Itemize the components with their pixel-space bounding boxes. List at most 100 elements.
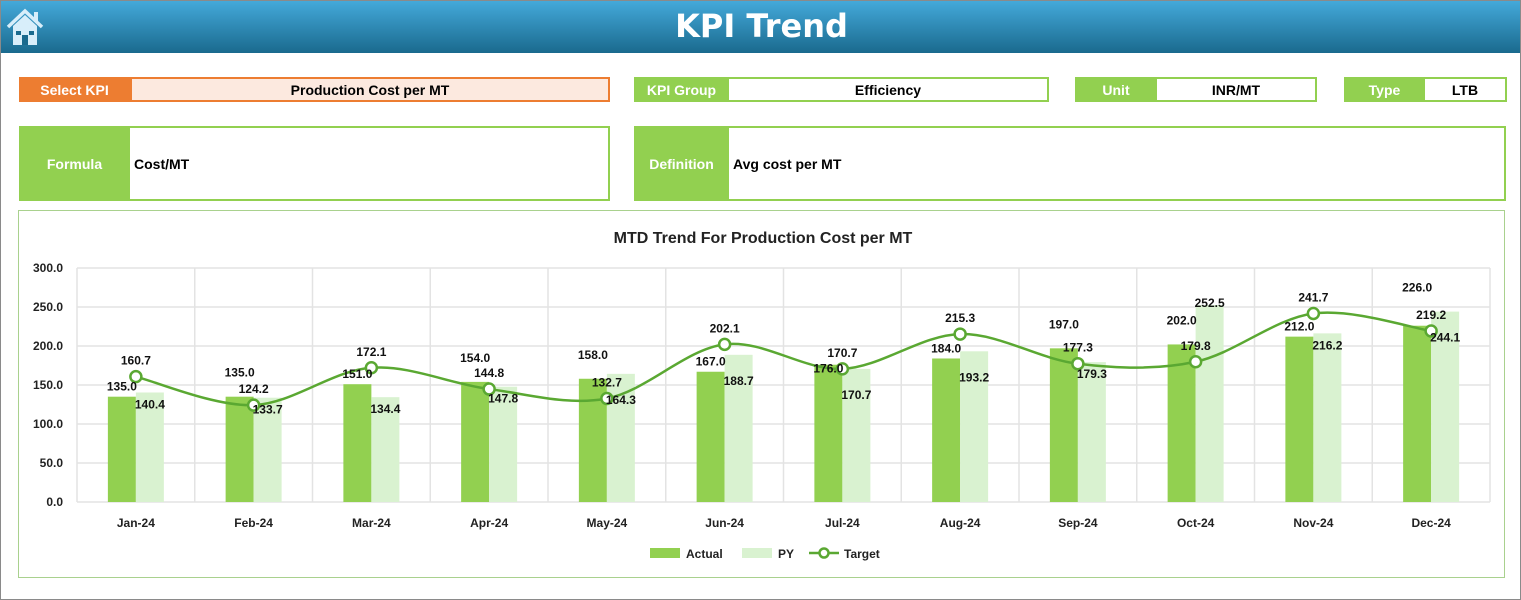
py-bar	[1313, 333, 1342, 502]
target-point	[1306, 306, 1321, 321]
target-line	[135, 311, 1432, 407]
actual-bar	[1403, 325, 1432, 502]
py-data-label: 244.1	[1430, 331, 1460, 345]
target-data-label: 179.8	[1181, 339, 1211, 353]
py-data-label: 179.3	[1077, 367, 1107, 381]
y-tick-label: 50.0	[40, 456, 64, 470]
x-tick-label: Mar-24	[352, 516, 391, 530]
kpi-group-value: Efficiency	[727, 77, 1049, 102]
target-data-label: 172.1	[356, 345, 386, 359]
y-tick-label: 200.0	[33, 339, 63, 353]
page-title: KPI Trend	[675, 7, 848, 45]
actual-bar	[1285, 336, 1314, 502]
py-bar	[842, 368, 871, 502]
actual-bar	[461, 381, 490, 502]
py-bar	[489, 386, 518, 502]
actual-bar	[814, 364, 843, 502]
target-point	[600, 391, 614, 406]
actual-data-label: 158.0	[578, 348, 608, 362]
x-tick-label: Aug-24	[940, 516, 981, 530]
x-tick-label: Oct-24	[1177, 516, 1215, 530]
x-tick-label: May-24	[587, 516, 628, 530]
legend-py-label: PY	[778, 547, 794, 561]
trend-chart: MTD Trend For Production Cost per MT 0.0…	[33, 230, 1491, 561]
target-point	[953, 327, 967, 341]
py-bar	[724, 354, 753, 502]
definition-label: Definition	[634, 126, 729, 201]
legend-actual-label: Actual	[686, 547, 723, 561]
actual-data-label: 135.0	[107, 380, 137, 394]
actual-bar	[1167, 344, 1196, 502]
legend-py-swatch	[742, 548, 772, 558]
formula-label: Formula	[19, 126, 130, 201]
py-bar	[135, 392, 164, 502]
y-tick-label: 250.0	[33, 300, 63, 314]
definition-value: Avg cost per MT	[727, 126, 1506, 201]
target-data-label: 215.3	[945, 311, 975, 325]
actual-data-label: 176.0	[813, 362, 843, 376]
py-data-label: 252.5	[1195, 296, 1225, 310]
target-data-label: 177.3	[1063, 341, 1093, 355]
actual-bar	[343, 384, 372, 502]
target-data-label: 241.7	[1298, 290, 1328, 304]
target-data-label: 160.7	[121, 354, 151, 368]
py-data-label: 216.2	[1312, 338, 1342, 352]
x-tick-label: Feb-24	[234, 516, 273, 530]
py-data-label: 133.7	[253, 403, 283, 417]
x-tick-label: Jul-24	[825, 516, 860, 530]
target-point	[364, 361, 379, 375]
type-value: LTB	[1423, 77, 1507, 102]
x-tick-label: Nov-24	[1293, 516, 1333, 530]
actual-bar	[696, 371, 725, 502]
actual-bar	[225, 396, 254, 502]
y-tick-label: 0.0	[46, 495, 63, 509]
y-tick-label: 150.0	[33, 378, 63, 392]
py-bar	[1077, 362, 1106, 502]
actual-bar	[1049, 348, 1078, 502]
x-tick-label: Dec-24	[1411, 516, 1451, 530]
formula-value: Cost/MT	[128, 126, 610, 201]
target-point	[129, 369, 143, 384]
actual-data-label: 167.0	[696, 355, 726, 369]
target-data-label: 124.2	[239, 382, 269, 396]
target-point	[1188, 355, 1203, 369]
legend-actual-swatch	[650, 548, 680, 558]
target-point	[1424, 324, 1438, 338]
select-kpi-dropdown[interactable]: Production Cost per MT	[130, 77, 610, 102]
target-point	[482, 382, 496, 396]
target-data-label: 219.2	[1416, 308, 1446, 322]
target-data-label: 202.1	[710, 321, 740, 335]
actual-data-label: 212.0	[1284, 320, 1314, 334]
unit-value: INR/MT	[1155, 77, 1317, 102]
home-icon[interactable]	[5, 7, 45, 47]
trend-chart-container: MTD Trend For Production Cost per MT 0.0…	[18, 210, 1505, 578]
py-bar	[253, 397, 282, 502]
kpi-group-label: KPI Group	[634, 77, 729, 102]
target-data-label: 170.7	[827, 346, 857, 360]
py-data-label: 147.8	[488, 392, 518, 406]
py-data-label: 164.3	[606, 393, 636, 407]
py-bar	[1431, 311, 1460, 502]
target-point	[246, 398, 261, 412]
actual-bar	[107, 396, 136, 502]
py-data-label: 188.7	[724, 374, 754, 388]
unit-label: Unit	[1075, 77, 1157, 102]
target-point	[717, 337, 732, 352]
x-tick-label: Jun-24	[705, 516, 744, 530]
py-bar	[371, 397, 400, 502]
actual-data-label: 226.0	[1402, 281, 1432, 295]
chart-title: MTD Trend For Production Cost per MT	[614, 230, 913, 247]
select-kpi-label: Select KPI	[19, 77, 130, 102]
target-point	[835, 362, 850, 376]
py-data-label: 170.7	[841, 388, 871, 402]
actual-data-label: 154.0	[460, 351, 490, 365]
py-data-label: 140.4	[135, 397, 165, 411]
actual-data-label: 184.0	[931, 341, 961, 355]
x-tick-label: Jan-24	[117, 516, 155, 530]
y-tick-label: 300.0	[33, 261, 63, 275]
actual-data-label: 151.0	[342, 367, 372, 381]
py-bar	[960, 351, 989, 502]
type-label: Type	[1344, 77, 1425, 102]
target-data-label: 144.8	[474, 366, 504, 380]
